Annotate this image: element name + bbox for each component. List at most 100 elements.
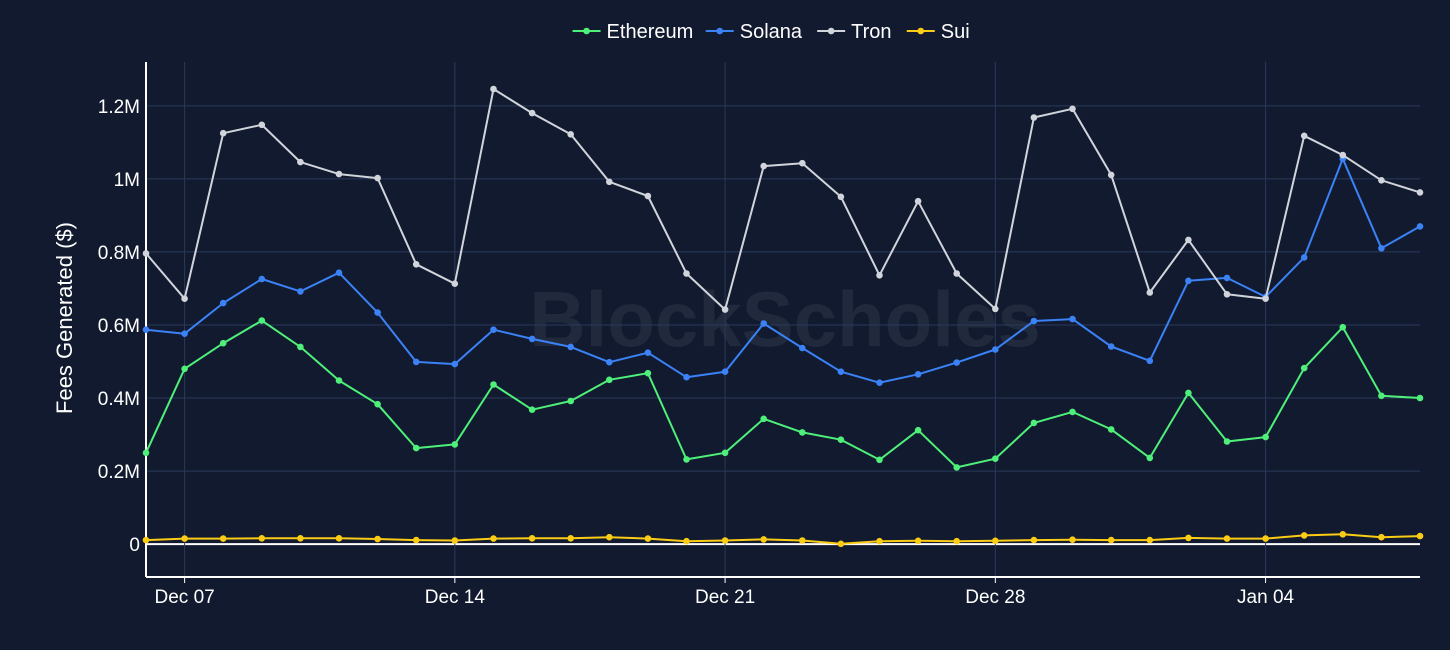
- solana-point[interactable]: [721, 368, 729, 376]
- sui-point[interactable]: [876, 537, 883, 545]
- ethereum-point[interactable]: [837, 436, 845, 444]
- sui-point[interactable]: [1185, 534, 1192, 542]
- tron-point[interactable]: [992, 305, 999, 313]
- ethereum-point[interactable]: [953, 464, 960, 471]
- sui-point[interactable]: [1262, 535, 1269, 542]
- ethereum-point[interactable]: [1069, 408, 1076, 416]
- sui-point[interactable]: [992, 537, 999, 545]
- solana-point[interactable]: [1069, 315, 1076, 323]
- tron-point[interactable]: [567, 131, 574, 138]
- tron-point[interactable]: [1416, 189, 1424, 196]
- tron-point[interactable]: [1185, 236, 1192, 244]
- ethereum-point[interactable]: [1416, 394, 1424, 402]
- solana-point[interactable]: [1030, 317, 1038, 325]
- ethereum-point[interactable]: [258, 317, 266, 324]
- tron-point[interactable]: [1030, 114, 1038, 121]
- solana-point[interactable]: [1185, 277, 1192, 285]
- ethereum-point[interactable]: [1107, 426, 1115, 433]
- tron-point[interactable]: [412, 261, 420, 268]
- solana-point[interactable]: [953, 359, 960, 366]
- tron-point[interactable]: [451, 280, 459, 288]
- ethereum-point[interactable]: [1378, 392, 1385, 400]
- sui-point[interactable]: [799, 537, 806, 544]
- tron-point[interactable]: [1069, 105, 1076, 113]
- tron-point[interactable]: [914, 197, 922, 205]
- ethereum-point[interactable]: [799, 429, 806, 436]
- legend[interactable]: Ethereum Solana Tron Sui: [572, 21, 970, 43]
- sui-point[interactable]: [1146, 536, 1154, 544]
- tron-point[interactable]: [837, 193, 845, 201]
- tron-point[interactable]: [142, 250, 150, 257]
- sui-point[interactable]: [1378, 533, 1385, 541]
- solana-point[interactable]: [335, 269, 343, 277]
- solana-point[interactable]: [1378, 245, 1385, 252]
- sui-point[interactable]: [142, 536, 150, 544]
- solana-point[interactable]: [412, 358, 420, 366]
- sui-point[interactable]: [683, 537, 690, 545]
- sui-point[interactable]: [451, 537, 459, 544]
- solana-point[interactable]: [1300, 254, 1308, 261]
- sui-point[interactable]: [1339, 531, 1347, 538]
- solana-point[interactable]: [606, 358, 613, 366]
- ethereum-point[interactable]: [1223, 438, 1231, 445]
- legend-item-sui[interactable]: Sui: [906, 21, 970, 43]
- ethereum-point[interactable]: [876, 456, 883, 464]
- legend-item-solana[interactable]: Solana: [705, 21, 803, 43]
- tron-point[interactable]: [219, 129, 227, 137]
- tron-point[interactable]: [1339, 151, 1347, 159]
- solana-point[interactable]: [683, 373, 690, 381]
- solana-point[interactable]: [876, 379, 883, 387]
- ethereum-point[interactable]: [181, 365, 188, 373]
- sui-point[interactable]: [412, 536, 420, 544]
- solana-point[interactable]: [837, 368, 845, 376]
- solana-point[interactable]: [799, 344, 806, 352]
- ethereum-point[interactable]: [606, 376, 613, 384]
- tron-point[interactable]: [528, 109, 536, 117]
- sui-point[interactable]: [721, 537, 729, 544]
- solana-point[interactable]: [992, 346, 999, 353]
- sui-point[interactable]: [490, 535, 497, 542]
- ethereum-point[interactable]: [1030, 419, 1038, 427]
- sui-point[interactable]: [297, 535, 304, 542]
- sui-point[interactable]: [219, 535, 227, 542]
- sui-point[interactable]: [1416, 532, 1424, 540]
- sui-point[interactable]: [1107, 536, 1115, 544]
- ethereum-point[interactable]: [1146, 454, 1154, 462]
- tron-point[interactable]: [297, 158, 304, 166]
- tron-point[interactable]: [760, 162, 767, 170]
- ethereum-point[interactable]: [644, 369, 652, 377]
- solana-point[interactable]: [181, 330, 188, 338]
- tron-point[interactable]: [258, 121, 266, 129]
- solana-point[interactable]: [760, 320, 767, 327]
- tron-point[interactable]: [374, 174, 381, 182]
- ethereum-point[interactable]: [451, 441, 459, 448]
- legend-item-tron[interactable]: Tron: [817, 21, 892, 43]
- ethereum-point[interactable]: [1300, 364, 1308, 372]
- solana-point[interactable]: [1146, 357, 1154, 365]
- solana-point[interactable]: [374, 309, 381, 316]
- sui-point[interactable]: [528, 535, 536, 542]
- sui-point[interactable]: [1300, 532, 1308, 539]
- tron-point[interactable]: [644, 192, 652, 200]
- ethereum-point[interactable]: [683, 456, 690, 463]
- sui-point[interactable]: [567, 535, 574, 542]
- ethereum-point[interactable]: [412, 444, 420, 452]
- sui-point[interactable]: [914, 537, 922, 545]
- tron-point[interactable]: [181, 295, 188, 303]
- sui-point[interactable]: [953, 537, 960, 545]
- solana-point[interactable]: [567, 343, 574, 351]
- solana-point[interactable]: [528, 335, 536, 343]
- tron-point[interactable]: [1146, 289, 1154, 296]
- sui-point[interactable]: [258, 535, 266, 542]
- solana-point[interactable]: [219, 299, 227, 307]
- ethereum-point[interactable]: [335, 377, 343, 384]
- solana-point[interactable]: [1416, 223, 1424, 230]
- ethereum-point[interactable]: [142, 449, 150, 457]
- solana-point[interactable]: [142, 326, 150, 334]
- tron-point[interactable]: [1107, 171, 1115, 179]
- sui-point[interactable]: [1223, 535, 1231, 542]
- sui-point[interactable]: [1030, 536, 1038, 544]
- tron-point[interactable]: [1378, 177, 1385, 184]
- sui-point[interactable]: [837, 540, 845, 548]
- sui-point[interactable]: [644, 535, 652, 542]
